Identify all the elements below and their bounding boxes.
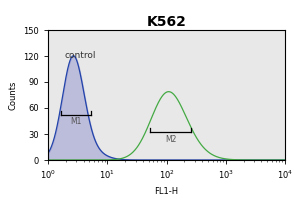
X-axis label: FL1-H: FL1-H — [154, 187, 178, 196]
Y-axis label: Counts: Counts — [9, 80, 18, 110]
Text: M1: M1 — [70, 117, 82, 126]
Title: K562: K562 — [147, 15, 186, 29]
Text: M2: M2 — [165, 135, 176, 144]
Text: control: control — [64, 51, 96, 60]
